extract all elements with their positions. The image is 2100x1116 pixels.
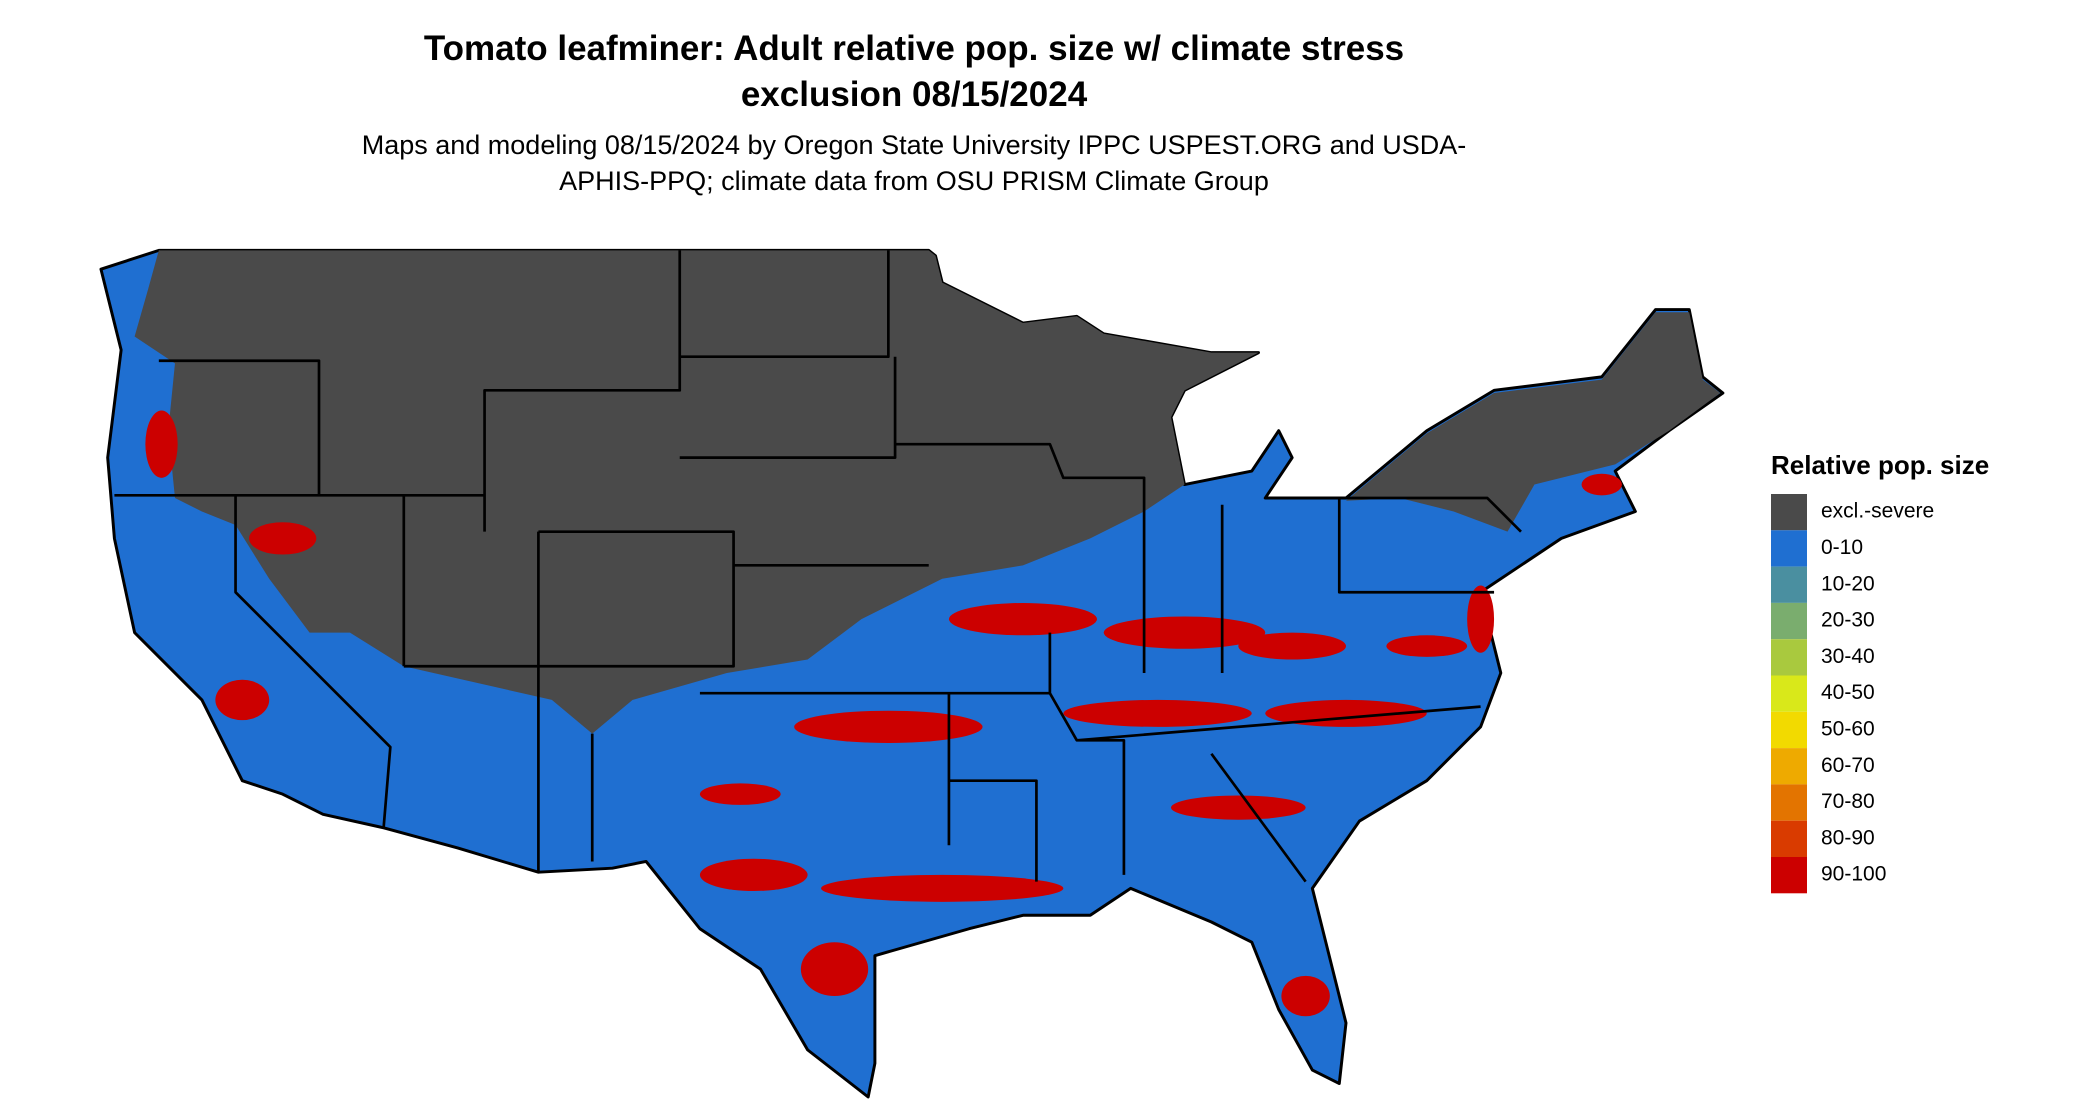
legend-swatch [1771, 639, 1807, 676]
legend-label: 70-80 [1821, 790, 1875, 813]
legend-label: 60-70 [1821, 754, 1875, 777]
legend-label: 50-60 [1821, 717, 1875, 740]
legend: excl.-severe 0-10 10-20 20-30 30-40 40-50 50-6… [1771, 494, 1934, 894]
legend-swatch [1771, 494, 1807, 531]
legend-swatch [1771, 711, 1807, 749]
legend-label: 90-100 [1821, 863, 1886, 886]
legend-label: 40-50 [1821, 681, 1875, 704]
excluded-region-northeast [1346, 312, 1721, 532]
legend-swatch [1771, 530, 1807, 567]
legend-swatch [1771, 784, 1807, 821]
legend-label: 0-10 [1821, 536, 1863, 559]
legend-title: Relative pop. size [1771, 450, 1989, 480]
state-borders [114, 250, 1522, 883]
legend-swatch [1771, 748, 1807, 785]
subtitle: Maps and modeling 08/15/2024 by Oregon S… [361, 130, 1467, 196]
legend-swatch [1771, 820, 1807, 857]
legend-swatch [1771, 857, 1807, 894]
us-map [99, 248, 1725, 1099]
legend-swatch [1771, 566, 1807, 603]
excluded-region [134, 250, 1259, 734]
legend-label: 20-30 [1821, 609, 1875, 632]
legend-label: 80-90 [1821, 826, 1875, 849]
legend-label: 10-20 [1821, 572, 1875, 595]
legend-label: excl.-severe [1821, 500, 1934, 523]
title: Tomato leafminer: Adult relative pop. si… [423, 29, 1405, 114]
legend-label: 30-40 [1821, 645, 1875, 668]
legend-swatch [1771, 675, 1807, 712]
legend-swatch [1771, 602, 1807, 640]
